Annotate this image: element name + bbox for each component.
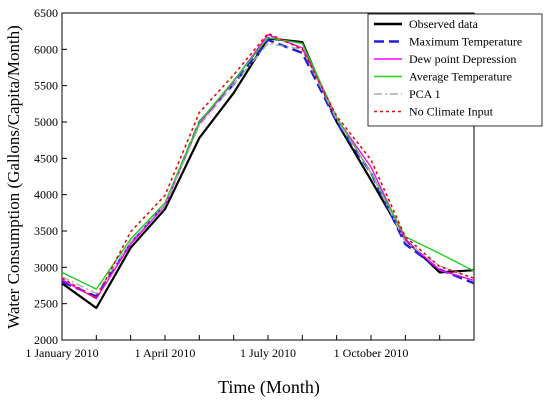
legend-label: Observed data [409,17,479,31]
x-axis-title: Time (Month) [218,377,320,398]
y-tick-label: 5500 [34,79,58,93]
series-line-2 [61,38,475,298]
x-tick-label: 1 April 2010 [135,346,196,360]
y-tick-label: 2000 [34,333,58,347]
legend-label: Maximum Temperature [409,35,522,49]
y-tick-label: 6500 [34,6,58,20]
y-axis-title: Water Consumption (Gallons/Capita/Month) [4,25,23,329]
legend: Observed data Maximum Temperature Dew poin… [367,13,543,127]
x-axis-ticks: 1 January 2010 1 April 2010 1 July 2010 1 O… [25,335,475,360]
x-tick-label: 1 October 2010 [334,346,409,360]
y-tick-label: 6000 [34,42,58,56]
x-tick-label: 1 January 2010 [25,346,98,360]
legend-box [367,13,543,127]
y-tick-label: 4500 [34,151,58,165]
legend-label: PCA 1 [409,87,441,101]
legend-label: Average Temperature [409,70,512,84]
y-tick-label: 3000 [34,260,58,274]
x-tick-label: 1 July 2010 [240,346,296,360]
series-line-4 [61,37,475,290]
series-line-3 [61,34,475,300]
legend-label: No Climate Input [409,105,494,119]
y-tick-label: 2500 [34,297,58,311]
y-axis-ticks: 2000 2500 3000 3500 4000 4500 5000 5500 6000 6500 [34,6,67,347]
series-layer [61,32,475,310]
y-tick-label: 4000 [34,188,58,202]
legend-label: Dew point Depression [409,52,516,66]
series-line-5 [61,42,475,295]
y-tick-label: 5000 [34,115,58,129]
series-line-6 [61,32,475,299]
y-tick-label: 3500 [34,224,58,238]
